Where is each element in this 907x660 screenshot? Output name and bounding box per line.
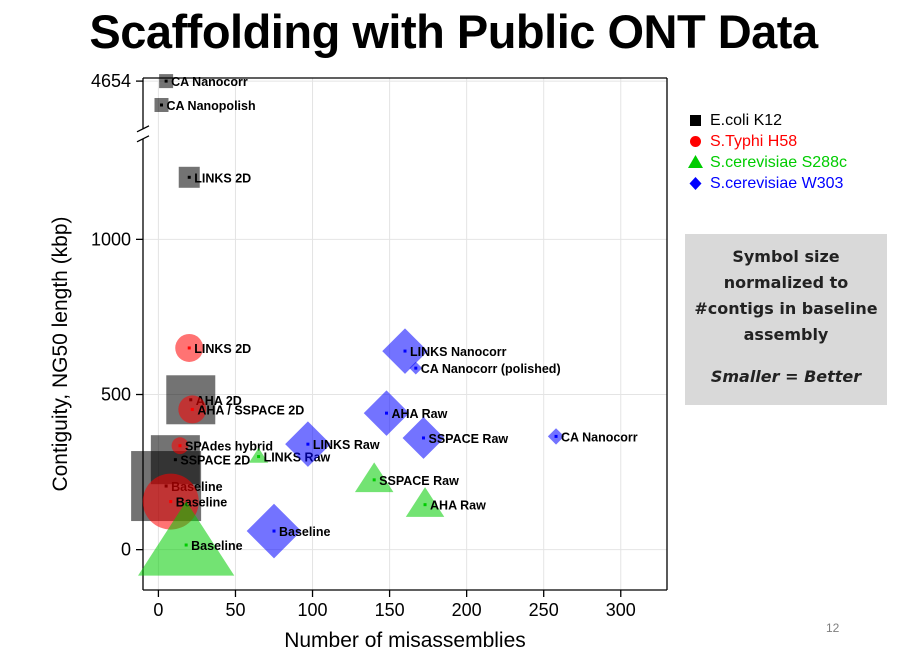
y-tick-label: 4654: [91, 71, 131, 91]
x-tick-label: 0: [153, 600, 163, 620]
legend-item: S.cerevisiae S288c: [682, 152, 847, 173]
x-tick-label: 250: [529, 600, 559, 620]
legend-circle-icon: [690, 136, 701, 147]
note-line-2: normalized to: [723, 273, 849, 292]
data-point-center: [272, 529, 276, 533]
x-tick-label: 150: [375, 600, 405, 620]
data-point-triangle: [405, 487, 445, 517]
data-point-center: [159, 103, 163, 107]
note-box: Symbol size normalized to #contigs in ba…: [685, 234, 887, 405]
data-point-label: AHA 2D: [196, 394, 242, 408]
y-tick-label: 1000: [91, 229, 131, 249]
data-point-label: LINKS Nanocorr: [410, 345, 507, 359]
data-point-center: [169, 500, 173, 504]
legend-item: S.cerevisiae W303: [682, 173, 847, 194]
legend-item: E.coli K12: [682, 110, 847, 131]
data-point-center: [414, 366, 418, 370]
legend-square-icon: [690, 115, 701, 126]
x-tick-label: 300: [606, 600, 636, 620]
data-point-label: LINKS 2D: [194, 171, 251, 185]
data-point-center: [372, 478, 376, 482]
legend-label: S.Typhi H58: [710, 132, 798, 150]
data-point-label: CA Nanocorr (polished): [421, 362, 561, 376]
data-point-center: [257, 455, 261, 459]
data-point-center: [190, 407, 194, 411]
note-emphasis: Smaller = Better: [710, 367, 862, 386]
x-tick-label: 100: [298, 600, 328, 620]
data-point-label: LINKS 2D: [194, 342, 251, 356]
y-axis-title: Contiguity, NG50 length (kbp): [49, 216, 72, 491]
data-point-label: CA Nanopolish: [166, 99, 255, 113]
chart-legend: E.coli K12 S.Typhi H58 S.cerevisiae S288c S…: [682, 110, 847, 194]
data-point-center: [187, 175, 191, 179]
slide-title: Scaffolding with Public ONT Data: [89, 5, 818, 58]
note-line-3: #contigs in baseline: [694, 299, 878, 318]
data-point-label: SSPACE Raw: [379, 474, 459, 488]
legend-label: E.coli K12: [710, 111, 783, 129]
data-point-center: [403, 349, 407, 353]
note-line-4: assembly: [743, 325, 829, 344]
data-point-center: [554, 434, 558, 438]
data-point-center: [385, 411, 389, 415]
legend-item: S.Typhi H58: [682, 131, 847, 152]
data-point-label: CA Nanocorr: [561, 430, 638, 444]
legend-diamond-icon: [689, 177, 702, 190]
x-axis-title: Number of misassemblies: [284, 629, 526, 652]
y-tick-label: 0: [121, 540, 131, 560]
data-point-center: [421, 436, 425, 440]
data-point-label: AHA / SSPACE 2D: [197, 403, 304, 417]
data-point-label: SPAdes hybrid: [185, 440, 273, 454]
legend-label: S.cerevisiae W303: [710, 174, 844, 192]
y-tick-label: 500: [101, 385, 131, 405]
data-point-triangle: [354, 462, 394, 493]
data-point-triangle: [138, 501, 235, 576]
data-point-center: [178, 444, 182, 448]
data-point-center: [184, 543, 188, 547]
axis-break-mark: [136, 135, 150, 143]
legend-label: S.cerevisiae S288c: [710, 153, 847, 171]
axis-break-mark: [136, 125, 150, 133]
data-point-label: SSPACE Raw: [428, 432, 508, 446]
data-point-label: Baseline: [279, 525, 330, 539]
legend-triangle-icon: [688, 155, 703, 168]
data-point-label: AHA Raw: [430, 499, 486, 513]
data-point-label: Baseline: [191, 539, 242, 553]
data-point-center: [164, 79, 168, 83]
data-point-center: [187, 346, 191, 350]
page-number: 12: [826, 621, 840, 635]
x-tick-label: 200: [452, 600, 482, 620]
note-line-1: Symbol size: [732, 247, 840, 266]
data-point-center: [423, 503, 427, 507]
data-point-center: [306, 442, 310, 446]
data-point-label: AHA Raw: [392, 407, 448, 421]
x-tick-label: 50: [225, 600, 245, 620]
data-point-label: LINKS Raw: [313, 438, 380, 452]
data-point-label: CA Nanocorr: [171, 75, 248, 89]
